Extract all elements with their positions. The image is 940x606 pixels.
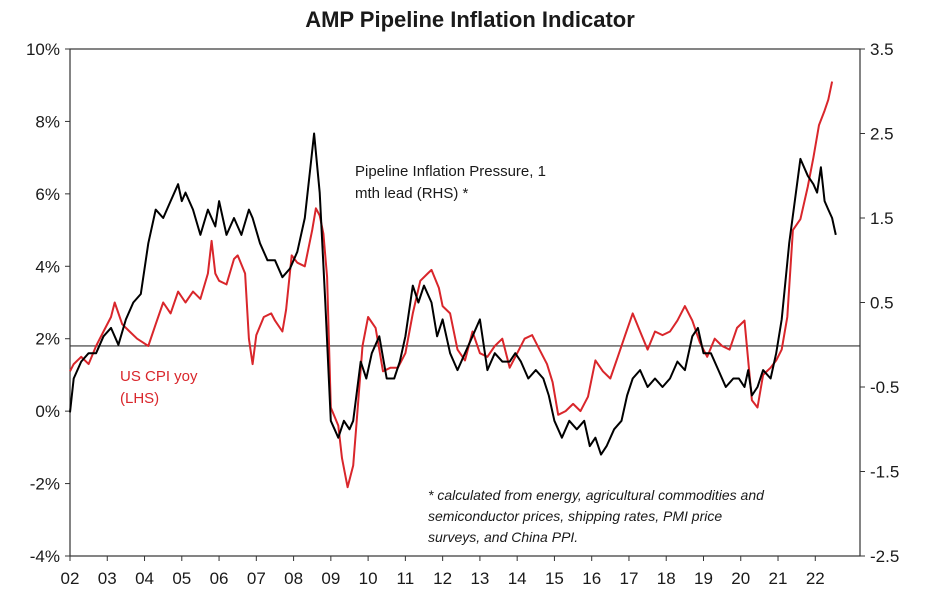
left-tick-label: -4% bbox=[30, 547, 60, 566]
left-tick-label: 0% bbox=[35, 402, 60, 421]
x-tick-label: 02 bbox=[61, 569, 80, 588]
x-tick-label: 07 bbox=[247, 569, 266, 588]
x-tick-label: 16 bbox=[582, 569, 601, 588]
x-tick-label: 04 bbox=[135, 569, 154, 588]
series-line-us-cpi bbox=[69, 81, 834, 489]
chart-title: AMP Pipeline Inflation Indicator bbox=[305, 7, 635, 32]
x-tick-label: 13 bbox=[470, 569, 489, 588]
pipeline-label-line-1: Pipeline Inflation Pressure, 1 bbox=[355, 163, 546, 180]
footnote-line-3: surveys, and China PPI. bbox=[428, 529, 578, 545]
x-axis: 02 03 04 05 06 07 08 09 10 11 12 13 14 15 16 17 18 19 20 21… bbox=[61, 556, 825, 588]
series-line-pipeline-pressure bbox=[69, 132, 837, 456]
x-tick-label: 09 bbox=[321, 569, 340, 588]
left-axis: -4% -2% 0% 2% 4% 6% 8% 10% bbox=[26, 40, 70, 566]
cpi-series-label: US CPI yoy (LHS) bbox=[120, 368, 202, 407]
x-tick-label: 08 bbox=[284, 569, 303, 588]
left-tick-label: 8% bbox=[35, 112, 60, 131]
left-tick-label: 2% bbox=[35, 330, 60, 349]
x-tick-label: 21 bbox=[769, 569, 788, 588]
x-tick-label: 12 bbox=[433, 569, 452, 588]
right-tick-label: 0.5 bbox=[870, 294, 894, 313]
x-tick-label: 17 bbox=[620, 569, 639, 588]
footnote-line-2: semiconductor prices, shipping rates, PM… bbox=[428, 508, 722, 524]
right-tick-label: 3.5 bbox=[870, 40, 894, 59]
pipeline-series-label: Pipeline Inflation Pressure, 1 mth lead … bbox=[355, 163, 550, 202]
x-tick-label: 20 bbox=[731, 569, 750, 588]
x-tick-label: 10 bbox=[359, 569, 378, 588]
x-tick-label: 05 bbox=[172, 569, 191, 588]
right-tick-label: 2.5 bbox=[870, 125, 894, 144]
x-tick-label: 15 bbox=[545, 569, 564, 588]
x-tick-label: 18 bbox=[657, 569, 676, 588]
cpi-label-line-1: US CPI yoy bbox=[120, 368, 198, 385]
left-tick-label: 10% bbox=[26, 40, 60, 59]
footnote: * calculated from energy, agricultural c… bbox=[428, 487, 768, 545]
right-tick-label: -1.5 bbox=[870, 463, 899, 482]
pipeline-label-line-2: mth lead (RHS) * bbox=[355, 185, 469, 202]
left-tick-label: -2% bbox=[30, 475, 60, 494]
right-tick-label: 1.5 bbox=[870, 209, 894, 228]
right-axis: -2.5 -1.5 -0.5 0.5 1.5 2.5 3.5 bbox=[860, 40, 899, 566]
cpi-label-line-2: (LHS) bbox=[120, 390, 159, 407]
left-tick-label: 4% bbox=[35, 257, 60, 276]
x-tick-label: 06 bbox=[210, 569, 229, 588]
x-tick-label: 11 bbox=[397, 569, 415, 588]
x-tick-label: 19 bbox=[694, 569, 713, 588]
x-tick-label: 14 bbox=[508, 569, 527, 588]
left-tick-label: 6% bbox=[35, 185, 60, 204]
x-tick-label: 03 bbox=[98, 569, 117, 588]
footnote-line-1: * calculated from energy, agricultural c… bbox=[428, 487, 765, 503]
x-tick-label: 22 bbox=[806, 569, 825, 588]
plot-frame bbox=[69, 48, 861, 557]
right-tick-label: -0.5 bbox=[870, 378, 899, 397]
right-tick-label: -2.5 bbox=[870, 547, 899, 566]
